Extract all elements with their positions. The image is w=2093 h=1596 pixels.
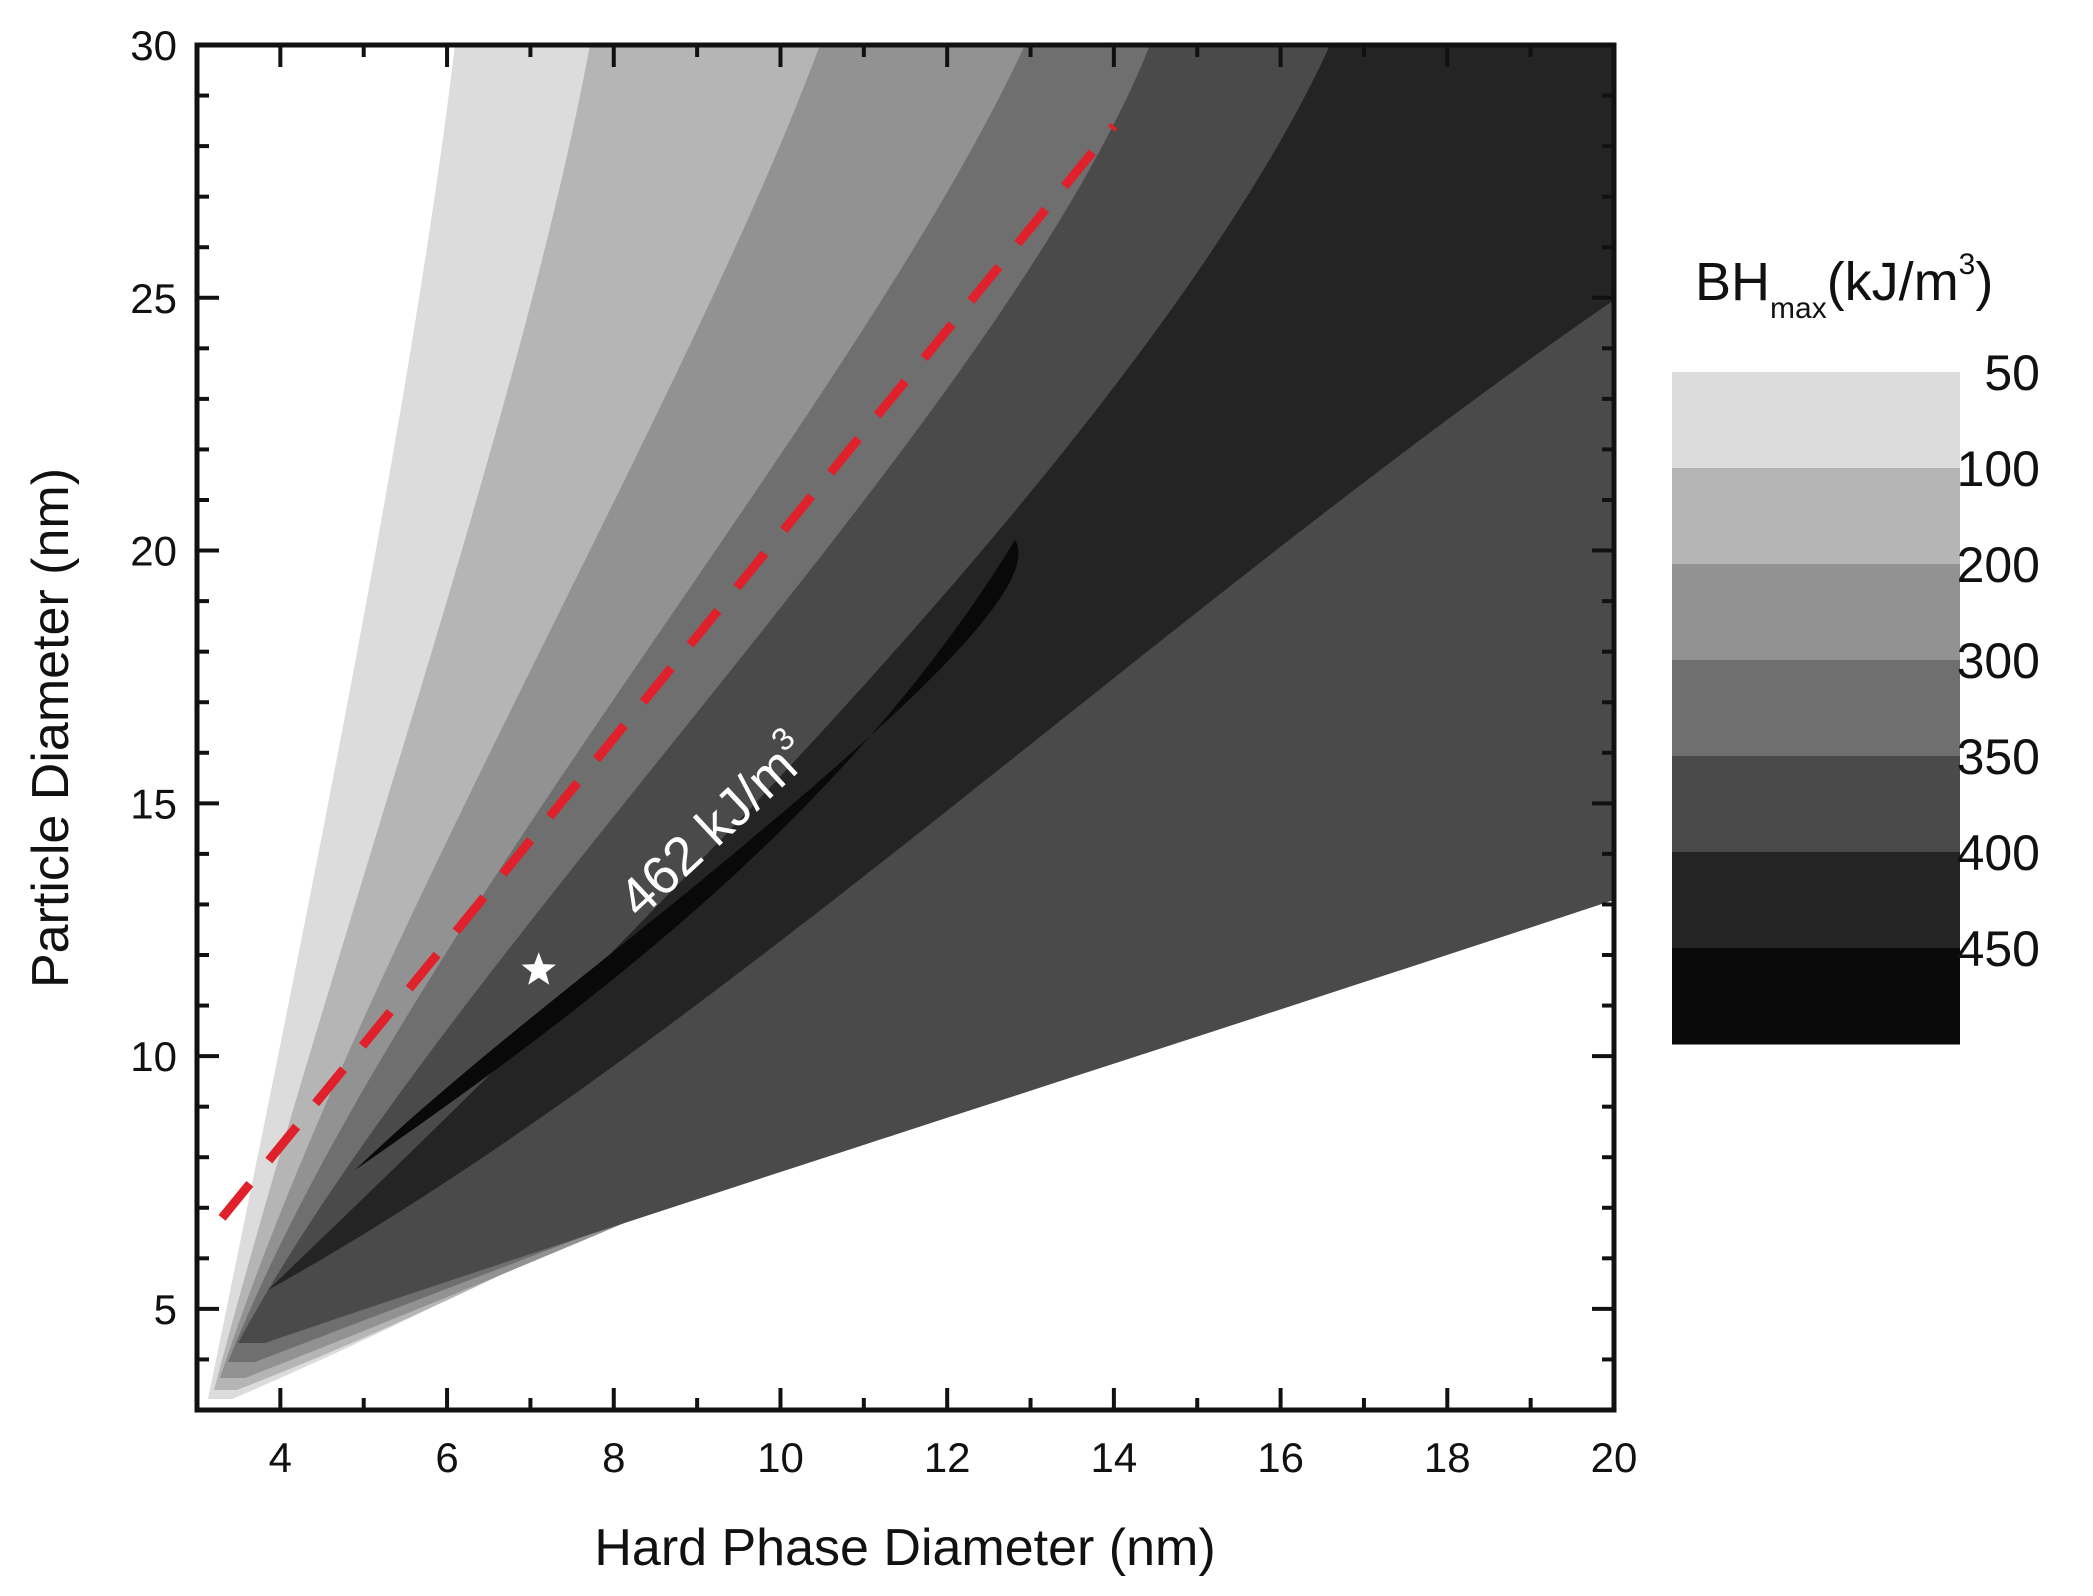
colorbar-swatch-400 bbox=[1672, 852, 1960, 949]
colorbar-swatch-350 bbox=[1672, 756, 1960, 853]
plot-frame bbox=[194, 42, 1617, 1413]
colorbar-label-300: 300 bbox=[1957, 633, 2040, 689]
axis-tick-labels: 4 6 8 10 12 14 16 18 20 5 10 15 20 25 30 bbox=[130, 22, 1637, 1481]
x-tick-label: 14 bbox=[1091, 1434, 1138, 1481]
colorbar-swatch-300 bbox=[1672, 660, 1960, 757]
x-tick-label: 6 bbox=[435, 1434, 458, 1481]
x-tick-label: 4 bbox=[269, 1434, 292, 1481]
colorbar-label-350: 350 bbox=[1957, 729, 2040, 785]
colorbar-swatch-50 bbox=[1672, 372, 1960, 469]
y-tick-label: 20 bbox=[130, 528, 177, 575]
x-tick-label: 20 bbox=[1591, 1434, 1638, 1481]
y-tick-label: 15 bbox=[130, 780, 177, 827]
y-tick-label: 5 bbox=[154, 1286, 177, 1333]
colorbar-title-subscript: max bbox=[1770, 292, 1827, 325]
y-tick-label: 30 bbox=[130, 22, 177, 69]
x-axis-title: Hard Phase Diameter (nm) bbox=[594, 1519, 1215, 1577]
y-tick-label: 10 bbox=[130, 1033, 177, 1080]
colorbar-title-main: BH bbox=[1695, 252, 1770, 312]
colorbar-title: BHmax(kJ/m3) bbox=[1695, 248, 1993, 325]
x-tick-label: 18 bbox=[1424, 1434, 1471, 1481]
y-axis-title: Particle Diameter (nm) bbox=[22, 468, 80, 988]
colorbar-label-50: 50 bbox=[1984, 345, 2040, 401]
colorbar-label-400: 400 bbox=[1957, 825, 2040, 881]
x-tick-label: 12 bbox=[924, 1434, 971, 1481]
colorbar-title-unit: (kJ/m bbox=[1827, 252, 1959, 312]
colorbar: 50 100 200 300 350 400 450 bbox=[1672, 345, 2040, 1045]
optimal-dashed-line bbox=[218, 123, 1118, 1221]
x-tick-label: 16 bbox=[1257, 1434, 1304, 1481]
axis-ticks bbox=[195, 43, 1616, 1412]
maximum-star-marker bbox=[521, 952, 556, 985]
x-tick-label: 8 bbox=[602, 1434, 625, 1481]
colorbar-swatch-200 bbox=[1672, 564, 1960, 661]
colorbar-title-superscript: 3 bbox=[1959, 248, 1976, 281]
colorbar-label-100: 100 bbox=[1957, 441, 2040, 497]
colorbar-title-end: ) bbox=[1975, 252, 1993, 312]
contour-bands bbox=[208, 45, 1614, 1399]
x-tick-label: 10 bbox=[757, 1434, 804, 1481]
colorbar-swatch-450 bbox=[1672, 948, 1960, 1045]
colorbar-label-450: 450 bbox=[1957, 921, 2040, 977]
colorbar-label-200: 200 bbox=[1957, 537, 2040, 593]
y-tick-label: 25 bbox=[130, 275, 177, 322]
colorbar-swatch-100 bbox=[1672, 468, 1960, 565]
